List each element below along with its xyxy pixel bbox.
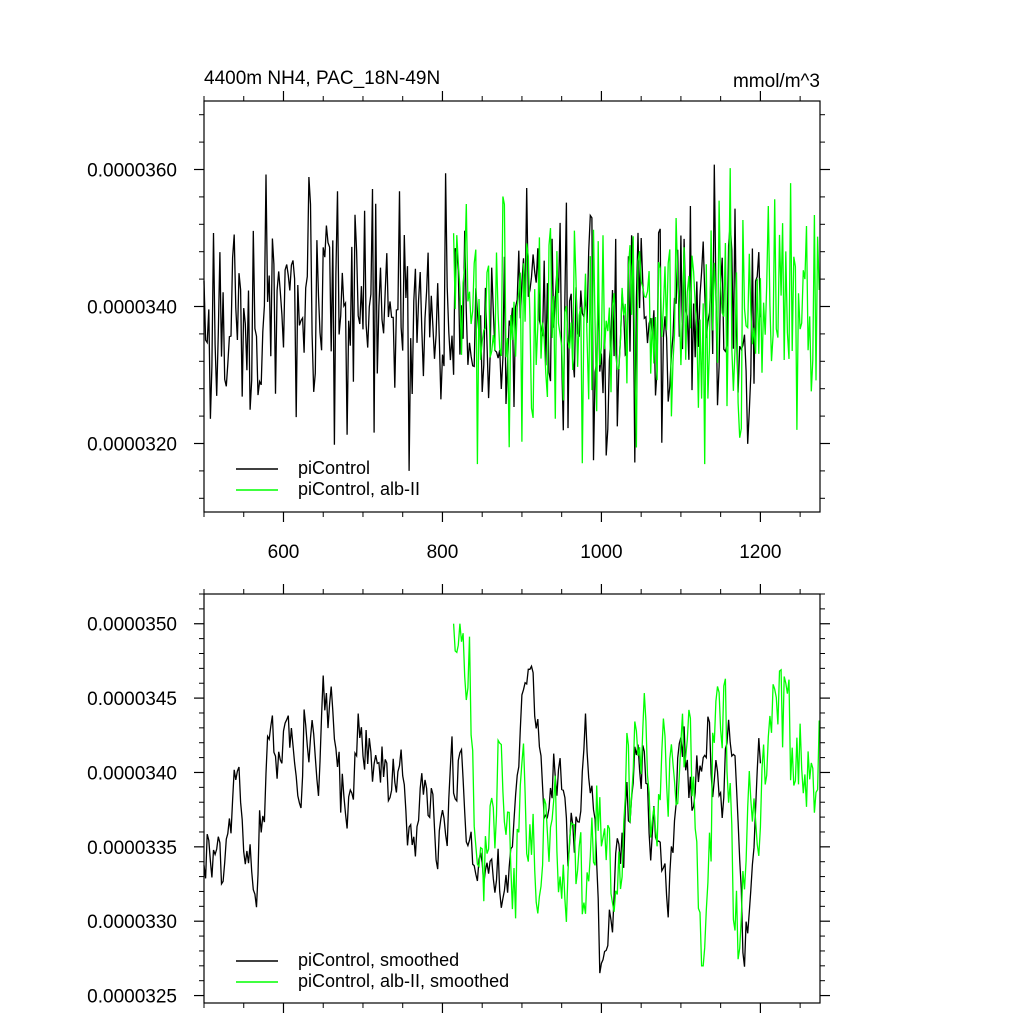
tick-labels: 600 800 1000 1200 0.0000320 0.0000340 0.000036… <box>87 161 781 564</box>
plot-frame <box>203 100 821 513</box>
x-tick-label: 800 <box>427 542 459 563</box>
series-line-1 <box>452 623 820 967</box>
y-tick-label: 0.0000340 <box>87 298 177 319</box>
axis-ticks <box>194 584 830 1013</box>
chart-title: 4400m NH4, PAC_18N-49N <box>204 68 440 89</box>
x-tick-label: 600 <box>268 542 300 563</box>
legend-label-0: piControl <box>298 458 370 478</box>
y-tick-label: 0.0000350 <box>87 615 177 636</box>
series-line-1 <box>452 168 820 465</box>
legend-label-1: piControl, alb-II, smoothed <box>298 971 509 991</box>
series-group <box>203 164 820 471</box>
y-tick-label: 0.0000320 <box>87 435 177 456</box>
y-tick-label: 0.0000330 <box>87 912 177 933</box>
units-label: mmol/m^3 <box>733 71 820 92</box>
top-panel: 4400m NH4, PAC_18N-49N mmol/m^3 600 800 10… <box>87 68 830 563</box>
legend-label-1: piControl, alb-II <box>298 479 420 499</box>
legend: piControl, smoothed piControl, alb-II, s… <box>236 950 509 991</box>
legend-label-0: piControl, smoothed <box>298 950 459 970</box>
y-tick-label: 0.0000345 <box>87 689 177 710</box>
series-line-0 <box>203 164 762 471</box>
axis-ticks <box>194 91 830 522</box>
series-group <box>203 623 820 974</box>
bottom-panel: 0.0000325 0.0000330 0.0000335 0.0000340 0.00… <box>87 584 830 1013</box>
y-tick-label: 0.0000340 <box>87 763 177 784</box>
x-tick-label: 1200 <box>739 542 781 563</box>
x-tick-label: 1000 <box>580 542 622 563</box>
y-tick-label: 0.0000335 <box>87 838 177 859</box>
y-tick-label: 0.0000360 <box>87 161 177 182</box>
y-tick-label: 0.0000325 <box>87 987 177 1008</box>
plot-frame <box>203 593 821 1004</box>
tick-labels: 0.0000325 0.0000330 0.0000335 0.0000340 0.00… <box>87 615 177 1008</box>
legend: piControl piControl, alb-II <box>236 458 420 499</box>
series-line-0 <box>203 664 762 974</box>
